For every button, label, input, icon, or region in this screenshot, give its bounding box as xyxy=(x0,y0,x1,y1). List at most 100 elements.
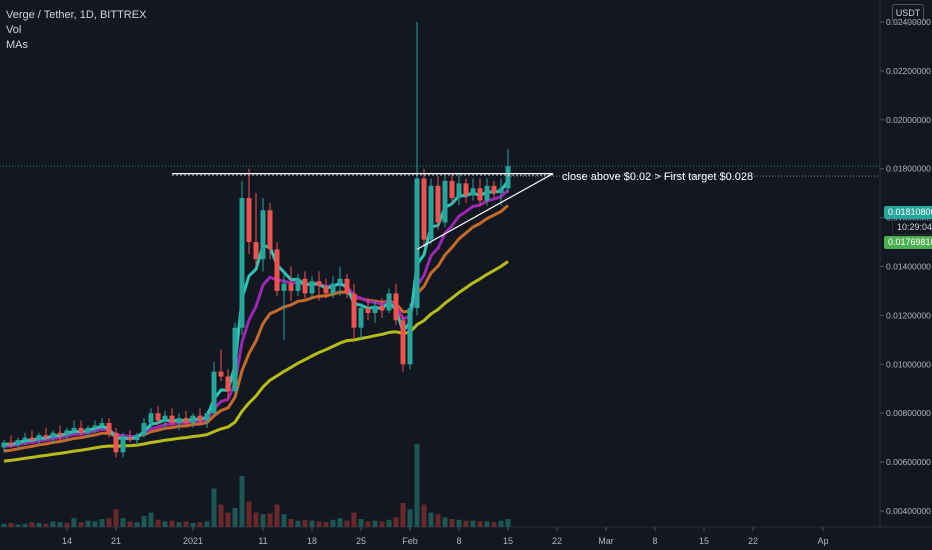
volume-bar xyxy=(239,475,245,527)
candle-body xyxy=(169,415,175,423)
candle-body xyxy=(176,418,182,423)
candle-body xyxy=(428,185,434,240)
time-tick-label: 11 xyxy=(258,536,267,546)
candle-body xyxy=(386,293,392,311)
volume-bar xyxy=(197,522,203,527)
candle-body xyxy=(211,371,217,414)
volume-bar xyxy=(295,520,301,527)
volume-bar xyxy=(106,518,112,527)
volume-bar xyxy=(344,520,350,527)
volume-bar xyxy=(64,523,70,527)
volume-bar xyxy=(8,523,14,527)
price-tick-label: 0.01000000 xyxy=(886,359,931,369)
candle-body xyxy=(267,210,273,250)
volume-bar xyxy=(50,521,56,527)
volume-bar xyxy=(484,521,490,527)
volume-bar xyxy=(428,512,434,527)
time-tick-label: 15 xyxy=(503,536,513,546)
time-tick-label: 22 xyxy=(552,536,562,546)
candle-body xyxy=(365,308,371,313)
time-tick-label: 14 xyxy=(62,536,72,546)
volume-bar xyxy=(162,521,168,527)
price-tick-label: 0.01200000 xyxy=(886,310,931,320)
currency-button[interactable]: USDT xyxy=(892,4,924,23)
candle-body xyxy=(358,308,364,328)
volume-bar xyxy=(309,520,315,527)
candle-body xyxy=(36,435,42,441)
volume-bar xyxy=(442,517,448,527)
volume-bar xyxy=(421,504,427,527)
moving-average-tag: 0.01769818 xyxy=(884,236,932,249)
time-tick-label: Feb xyxy=(402,536,418,546)
time-tick-label: Ap xyxy=(817,536,828,546)
chart-annotation[interactable]: close above $0.02 > First target $0.028 xyxy=(562,171,754,183)
volume-bar xyxy=(379,521,385,527)
volume-bar xyxy=(288,519,294,527)
volume-bar xyxy=(435,514,441,527)
volume-bar xyxy=(85,520,91,527)
candle-body xyxy=(393,293,399,321)
candle-body xyxy=(141,422,147,436)
volume-bar xyxy=(358,519,364,527)
volume-bar xyxy=(316,521,322,527)
candle-body xyxy=(225,376,231,392)
volume-bar xyxy=(365,521,371,527)
time-tick-label: 8 xyxy=(456,536,461,546)
volume-bar xyxy=(414,443,420,527)
symbol-title[interactable]: Verge / Tether, 1D, BITTREX xyxy=(6,9,147,21)
volume-bar xyxy=(92,521,98,527)
volume-bar xyxy=(456,519,462,527)
volume-bar xyxy=(22,523,28,527)
volume-bar xyxy=(176,522,182,527)
candle-body xyxy=(491,185,497,194)
volume-bar xyxy=(127,521,133,527)
price-tick-label: 0.02200000 xyxy=(886,66,931,76)
volume-bar xyxy=(113,509,119,527)
last-price-tag: 0.01810806 xyxy=(884,206,932,219)
price-tick-label: 0.00800000 xyxy=(886,408,931,418)
candle-body xyxy=(15,440,21,445)
moving-averages-label[interactable]: MAs xyxy=(6,39,28,51)
candle-body xyxy=(113,432,119,453)
candle-body xyxy=(449,180,455,199)
volume-bar xyxy=(393,517,399,527)
volume-bar xyxy=(99,519,105,527)
volume-bar xyxy=(351,512,357,527)
candle-body xyxy=(1,442,7,448)
volume-bar xyxy=(36,523,42,527)
volume-bar xyxy=(57,522,63,527)
candle-body xyxy=(162,415,168,421)
candle-body xyxy=(253,242,259,260)
candle-body xyxy=(8,442,14,445)
candle-body xyxy=(78,427,84,433)
volume-bar xyxy=(498,520,504,527)
time-tick-label: 25 xyxy=(356,536,366,546)
volume-bar xyxy=(330,519,336,527)
volume-indicator-label[interactable]: Vol xyxy=(6,24,22,36)
price-tick-label: 0.01800000 xyxy=(886,164,931,174)
candle-body xyxy=(323,286,329,294)
candle-body xyxy=(64,430,70,436)
candle-body xyxy=(197,415,203,421)
price-tick-label: 0.01400000 xyxy=(886,262,931,272)
time-tick-label: Mar xyxy=(598,536,614,546)
candle-body xyxy=(407,308,413,365)
candle-body xyxy=(344,278,350,294)
candle-body xyxy=(337,278,343,284)
candle-body xyxy=(288,283,294,291)
candle-body xyxy=(274,249,280,291)
price-tick-label: 0.00600000 xyxy=(886,457,931,467)
candle-body xyxy=(351,293,357,328)
candle-body xyxy=(183,418,189,423)
candle-body xyxy=(190,415,196,423)
volume-bar xyxy=(232,507,238,527)
candle-body xyxy=(148,413,154,423)
candle-body xyxy=(414,178,420,309)
candle-body xyxy=(260,210,266,260)
candle-body xyxy=(302,278,308,294)
volume-bar xyxy=(449,519,455,527)
time-tick-label: 15 xyxy=(699,536,709,546)
candle-body xyxy=(50,432,56,438)
